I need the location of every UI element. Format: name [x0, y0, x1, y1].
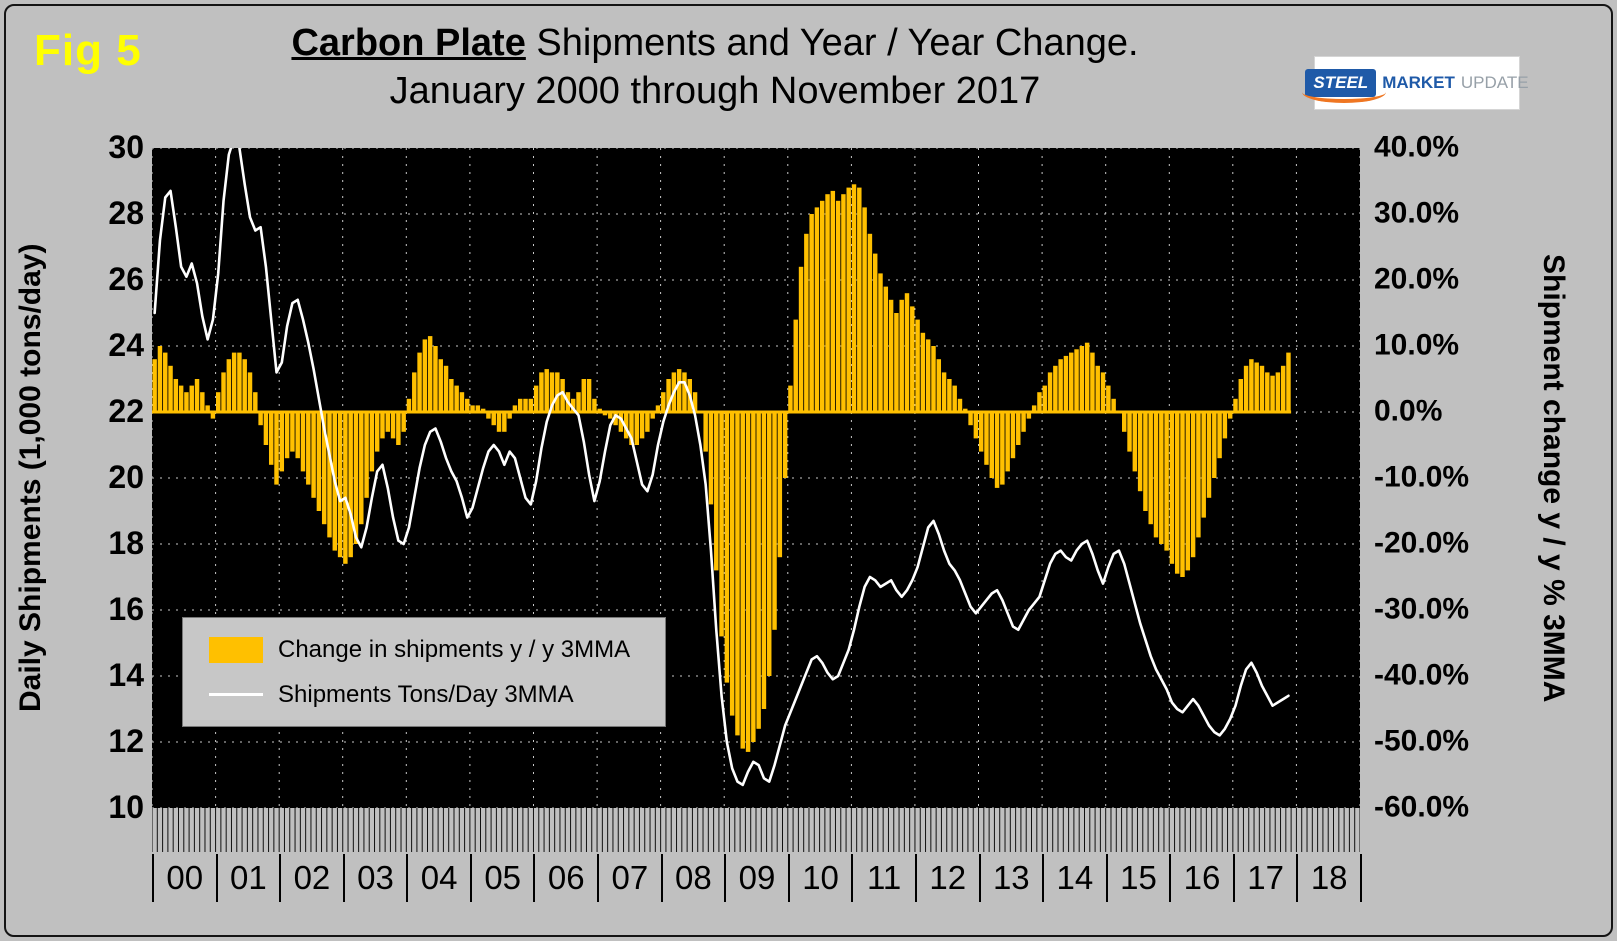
chart-title-strong: Carbon Plate: [291, 22, 526, 64]
x-axis-year-label: 18: [1298, 854, 1362, 902]
legend-item-bars: Change in shipments y / y 3MMA: [209, 636, 665, 664]
right-axis-tick-label: -50.0%: [1374, 724, 1470, 758]
right-axis-tick-label: 20.0%: [1374, 262, 1460, 296]
x-axis-year-label: 01: [218, 854, 282, 902]
x-axis-year-label: 03: [345, 854, 409, 902]
x-axis-month-ticks: [151, 808, 1361, 854]
x-axis-year-label: 12: [917, 854, 981, 902]
left-axis-tick-label: 12: [108, 722, 144, 759]
left-axis-tick-label: 20: [108, 458, 144, 495]
bar-series-label: Change in shipments y / y 3MMA: [278, 635, 631, 663]
left-axis-tick-label: 10: [108, 788, 144, 825]
x-axis-year-label: 17: [1235, 854, 1299, 902]
left-axis-tick-labels: 30 28 26 24 22 20 18 16 14 12 10: [52, 129, 144, 825]
x-axis-year-label: 07: [599, 854, 663, 902]
left-axis-tick-label: 24: [108, 326, 144, 363]
x-axis-year-label: 04: [408, 854, 472, 902]
x-axis-year-label: 09: [726, 854, 790, 902]
left-axis-tick-label: 22: [108, 392, 144, 429]
right-axis-tick-label: -10.0%: [1374, 460, 1470, 494]
x-axis-year-label: 06: [535, 854, 600, 902]
x-axis-year-labels: 00 01 02 03 04 05 06 07 08 09 10 11 12 13 14 15 16 17 18: [152, 854, 1362, 902]
x-axis-year-label: 00: [154, 854, 218, 902]
left-axis-tick-label: 16: [108, 590, 144, 627]
left-axis-tick-label: 30: [108, 128, 144, 165]
right-axis-tick-label: 0.0%: [1374, 394, 1443, 428]
right-axis-tick-label: -60.0%: [1374, 790, 1470, 824]
right-axis-tick-label: 40.0%: [1374, 130, 1460, 164]
logo-market-text: MARKET: [1382, 73, 1455, 92]
x-axis-year-label: 16: [1171, 854, 1235, 902]
chart-title-block: Carbon Plate Shipments and Year / Year C…: [120, 20, 1310, 115]
line-series-label: Shipments Tons/Day 3MMA: [278, 680, 574, 708]
x-axis-year-label: 11: [853, 854, 917, 902]
right-axis-tick-label: -40.0%: [1374, 658, 1470, 692]
figure-number-label: Fig 5: [34, 26, 142, 75]
steel-market-update-logo: STEEL MARKET UPDATE: [1302, 56, 1529, 110]
x-axis-year-label: 02: [281, 854, 345, 902]
left-axis-title: Daily Shipments (1,000 tons/day): [14, 243, 47, 713]
right-axis-title: Shipment change y / y % 3MMA: [1537, 253, 1570, 703]
bar-series-swatch: [209, 636, 263, 663]
logo-steel-text: STEEL: [1302, 69, 1386, 103]
x-axis-year-label: 08: [663, 854, 727, 902]
left-axis-tick-label: 26: [108, 260, 144, 297]
x-axis-year-label: 14: [1044, 854, 1108, 902]
left-axis-tick-label: 14: [108, 656, 144, 693]
line-series-swatch: [209, 693, 263, 696]
left-axis-tick-label: 28: [108, 194, 144, 231]
right-axis-tick-label: -20.0%: [1374, 526, 1470, 560]
logo-update-text: UPDATE: [1460, 73, 1529, 92]
chart-subtitle: January 2000 through November 2017: [389, 69, 1041, 112]
right-axis-tick-label: -30.0%: [1374, 592, 1470, 626]
chart-legend: Change in shipments y / y 3MMA Shipments…: [182, 617, 666, 727]
right-axis-tick-labels: 40.0% 30.0% 20.0% 10.0% 0.0% -10.0% -20.0% -30.…: [1374, 130, 1534, 823]
right-axis-tick-label: 30.0%: [1374, 196, 1460, 230]
x-axis-year-label: 13: [981, 854, 1045, 902]
chart-title: Carbon Plate Shipments and Year / Year C…: [120, 20, 1310, 68]
right-axis-tick-label: 10.0%: [1374, 328, 1460, 362]
chart-title-rest: Shipments and Year / Year Change.: [525, 22, 1139, 64]
x-axis-year-label: 05: [472, 854, 536, 902]
left-axis-tick-label: 18: [108, 524, 144, 561]
x-axis-year-label: 15: [1108, 854, 1172, 902]
x-axis-year-label: 10: [790, 854, 854, 902]
legend-item-line: Shipments Tons/Day 3MMA: [209, 681, 665, 709]
